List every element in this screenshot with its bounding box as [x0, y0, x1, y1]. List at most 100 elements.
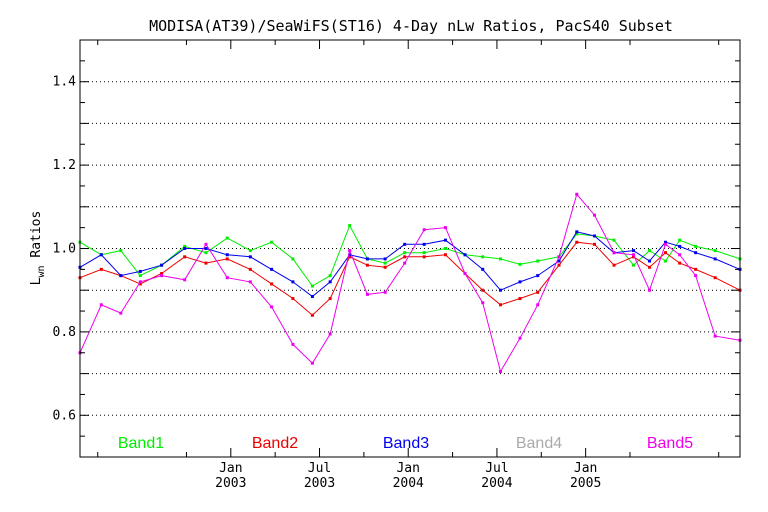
data-point-band3	[328, 280, 332, 284]
x-tick-label-year: 2004	[481, 476, 512, 491]
data-point-band5	[328, 332, 332, 336]
data-point-band5	[575, 192, 579, 196]
data-point-band3	[463, 253, 467, 257]
data-point-band2	[160, 272, 164, 276]
data-point-band3	[99, 253, 103, 257]
data-point-band2	[403, 255, 407, 259]
y-tick-label: 1.2	[53, 158, 76, 173]
legend-band1: Band1	[118, 435, 164, 452]
series-line-band5	[79, 193, 741, 373]
data-point-band2	[498, 303, 502, 307]
data-point-band3	[557, 259, 561, 263]
data-point-band1	[663, 259, 667, 263]
data-point-band5	[310, 361, 314, 365]
data-point-band3	[536, 274, 540, 278]
data-point-band3	[498, 288, 502, 292]
y-axis: 0.6 0.8 1.0 1.2 1.4	[53, 60, 740, 437]
data-point-band3	[348, 253, 352, 257]
data-point-band2	[678, 261, 682, 265]
y-tick-label: 0.6	[53, 408, 76, 423]
data-point-band1	[481, 255, 485, 259]
data-point-band2	[632, 255, 636, 259]
data-point-band1	[422, 251, 426, 255]
data-point-band5	[518, 336, 522, 340]
data-point-band1	[119, 249, 123, 253]
data-point-band3	[225, 253, 229, 257]
data-point-band1	[204, 251, 208, 255]
data-point-band1	[183, 244, 187, 248]
data-point-band5	[183, 278, 187, 282]
data-point-band1	[348, 224, 352, 228]
data-point-band5	[593, 213, 597, 217]
data-point-band2	[99, 267, 103, 271]
data-point-band5	[422, 228, 426, 232]
data-point-band3	[183, 247, 187, 250]
data-point-band5	[648, 288, 652, 292]
data-point-band3	[365, 257, 369, 261]
data-point-band5	[612, 251, 616, 255]
svg-text:Lwn Ratios: Lwn Ratios	[29, 211, 47, 286]
data-point-band2	[648, 265, 652, 269]
x-tick-label-month: Jan	[574, 461, 597, 476]
data-point-band1	[310, 284, 314, 288]
data-point-band2	[422, 255, 426, 259]
data-point-band3	[593, 234, 597, 238]
data-point-band2	[348, 255, 352, 259]
x-tick-label-year: 2003	[215, 476, 246, 491]
data-point-band5	[348, 249, 352, 253]
data-point-band5	[498, 370, 502, 374]
data-point-band3	[678, 244, 682, 248]
data-point-band2	[310, 313, 314, 317]
data-point-band1	[403, 251, 407, 255]
data-point-band5	[160, 274, 164, 278]
data-point-band3	[383, 257, 387, 261]
x-tick-label-month: Jan	[219, 461, 242, 476]
data-point-band1	[536, 259, 540, 263]
data-point-band2	[536, 290, 540, 294]
data-point-band3	[248, 255, 252, 259]
data-point-band1	[383, 261, 387, 265]
data-point-band5	[99, 303, 103, 307]
data-point-band3	[160, 263, 164, 267]
data-point-band5	[138, 280, 142, 284]
data-point-band5	[248, 280, 252, 284]
data-point-band2	[713, 276, 717, 280]
data-point-band3	[138, 269, 142, 273]
data-point-band5	[443, 226, 447, 230]
data-point-band3	[575, 230, 579, 234]
data-point-band1	[270, 240, 274, 244]
data-point-band2	[248, 267, 252, 271]
data-point-band3	[270, 267, 274, 271]
data-point-band5	[663, 242, 667, 246]
y-tick-label: 1.0	[53, 242, 76, 257]
data-point-band3	[481, 267, 485, 271]
data-point-band2	[663, 251, 667, 255]
data-point-band5	[463, 272, 467, 276]
data-point-band2	[383, 265, 387, 269]
plot-frame	[79, 39, 741, 458]
data-point-band3	[443, 238, 447, 242]
data-point-band3	[291, 280, 295, 284]
data-point-band2	[291, 297, 295, 301]
data-point-band2	[575, 240, 579, 244]
y-axis-label-rest: Ratios	[29, 211, 44, 266]
data-point-band1	[518, 262, 522, 266]
data-point-band1	[632, 263, 636, 267]
data-point-band1	[713, 249, 717, 253]
y-tick-label: 0.8	[53, 325, 76, 340]
data-point-band3	[648, 259, 652, 263]
x-tick-label-year: 2004	[393, 476, 424, 491]
legend-band5: Band5	[647, 435, 693, 452]
data-point-band1	[248, 249, 252, 253]
x-tick-label-year: 2003	[304, 476, 335, 491]
data-point-band5	[713, 334, 717, 338]
data-point-band1	[575, 232, 579, 236]
series-group	[78, 192, 742, 374]
data-point-band2	[593, 242, 597, 246]
y-axis-label-sub: wn	[36, 265, 47, 277]
data-point-band2	[138, 282, 142, 286]
data-point-band5	[365, 292, 369, 296]
y-axis-label: Lwn Ratios	[29, 211, 47, 286]
data-point-band2	[365, 263, 369, 267]
